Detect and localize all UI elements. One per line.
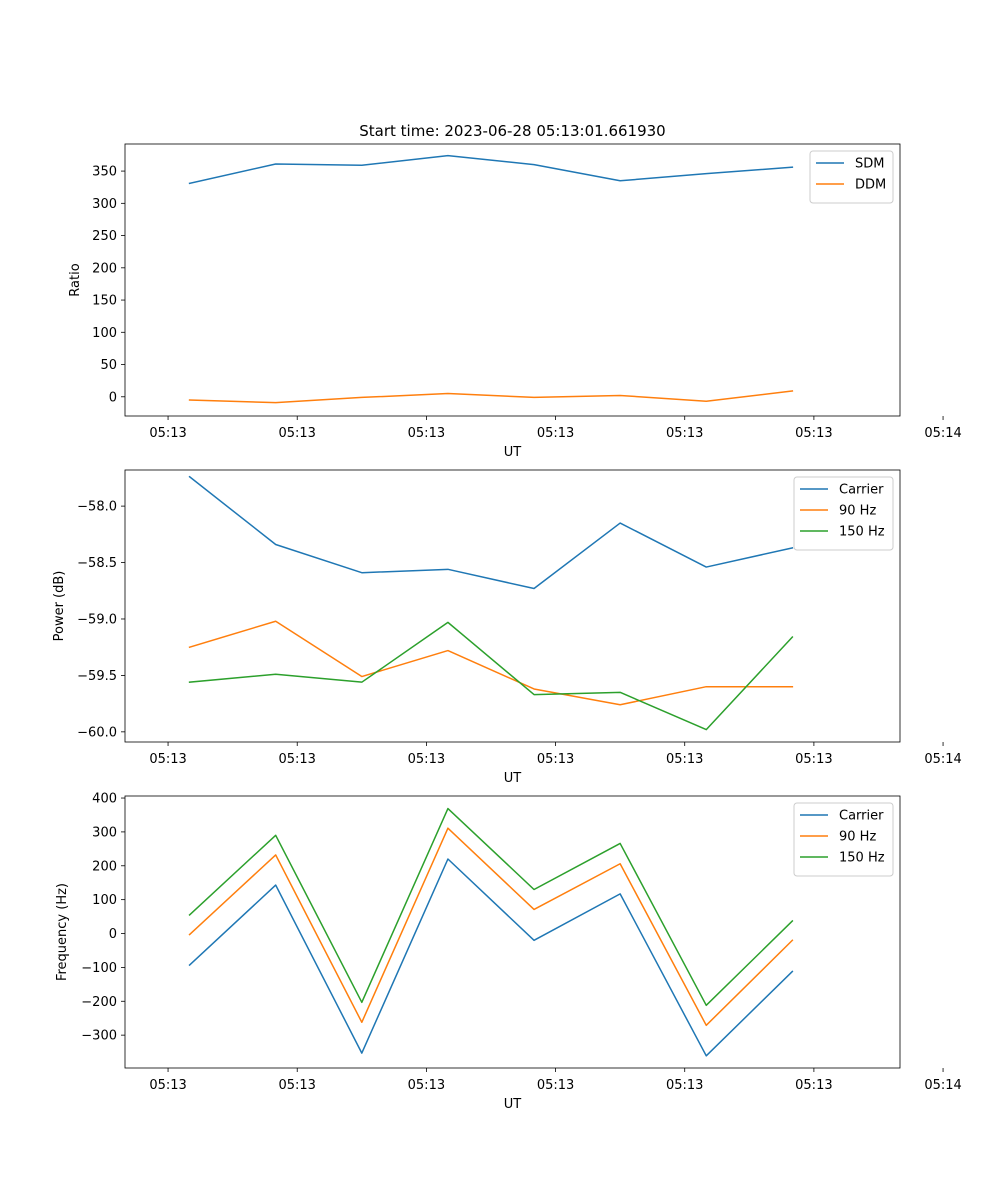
legend-entry: Carrier bbox=[839, 483, 884, 498]
y-axis-label: Ratio bbox=[68, 263, 83, 296]
legend: Carrier 90 Hz 150 Hz bbox=[793, 802, 894, 877]
figure-title: Start time: 2023-06-28 05:13:01.661930 bbox=[359, 122, 665, 140]
series-line-90-hz bbox=[188, 620, 794, 706]
legend-box bbox=[809, 150, 894, 204]
x-axis-label: UT bbox=[504, 445, 522, 460]
y-tick-label: 50 bbox=[100, 358, 117, 373]
legend-entry: 90 Hz bbox=[839, 830, 876, 845]
y-axis-label: Power (dB) bbox=[52, 571, 67, 642]
y-tick-label: 300 bbox=[92, 197, 117, 212]
y-tick-label: −58.5 bbox=[77, 556, 117, 571]
series-line-150-hz bbox=[188, 807, 794, 1007]
legend-entry: 150 Hz bbox=[839, 851, 885, 866]
axes-frame bbox=[124, 143, 901, 417]
x-tick-label: 05:13 bbox=[666, 752, 703, 767]
x-tick-label: 05:13 bbox=[537, 752, 574, 767]
x-tick-label: 05:14 bbox=[924, 426, 961, 441]
y-tick-label: 300 bbox=[92, 825, 117, 840]
series-line-90-hz bbox=[188, 827, 794, 1027]
y-tick-label: 400 bbox=[92, 792, 117, 807]
x-axis-label: UT bbox=[504, 771, 522, 786]
y-tick-label: 200 bbox=[92, 859, 117, 874]
y-tick-label: −59.5 bbox=[77, 669, 117, 684]
y-tick-label: 100 bbox=[92, 893, 117, 908]
chart-panel-2: 05:13 05:13 05:13 05:13 05:13 05:13 05:14 −60.0… bbox=[52, 469, 962, 786]
y-tick-label: 100 bbox=[92, 326, 117, 341]
series-line-sdm bbox=[188, 154, 794, 185]
y-tick-label: −200 bbox=[81, 995, 117, 1010]
x-tick-label: 05:13 bbox=[537, 1078, 574, 1093]
x-tick-label: 05:13 bbox=[278, 426, 315, 441]
y-tick-label: 150 bbox=[92, 294, 117, 309]
series-line-ddm bbox=[188, 390, 794, 404]
legend: Carrier 90 Hz 150 Hz bbox=[793, 476, 894, 551]
x-tick-label: 05:13 bbox=[795, 426, 832, 441]
x-tick-label: 05:13 bbox=[537, 426, 574, 441]
x-tick-label: 05:13 bbox=[408, 426, 445, 441]
y-tick-label: −59.0 bbox=[77, 612, 117, 627]
x-axis-label: UT bbox=[504, 1097, 522, 1112]
series-line-carrier bbox=[188, 475, 794, 590]
legend: SDM DDM bbox=[809, 150, 894, 204]
x-tick-label: 05:13 bbox=[408, 1078, 445, 1093]
x-tick-label: 05:14 bbox=[924, 752, 961, 767]
chart-panel-3: 05:13 05:13 05:13 05:13 05:13 05:13 05:14 −300 −… bbox=[55, 792, 962, 1112]
x-tick-label: 05:13 bbox=[795, 752, 832, 767]
x-tick-label: 05:13 bbox=[278, 752, 315, 767]
series-line-carrier bbox=[188, 858, 794, 1057]
legend-entry: Carrier bbox=[839, 809, 884, 824]
legend-entry: DDM bbox=[855, 178, 886, 193]
y-tick-label: 200 bbox=[92, 261, 117, 276]
x-tick-label: 05:13 bbox=[666, 426, 703, 441]
series-line-150-hz bbox=[188, 621, 794, 731]
chart-panel-1: 05:13 05:13 05:13 05:13 05:13 05:13 05:14 0 50 10… bbox=[68, 143, 962, 460]
y-tick-label: −300 bbox=[81, 1029, 117, 1044]
y-tick-label: −100 bbox=[81, 961, 117, 976]
legend-entry: 90 Hz bbox=[839, 504, 876, 519]
axes-frame bbox=[124, 795, 901, 1069]
legend-entry: SDM bbox=[855, 157, 884, 172]
x-tick-label: 05:13 bbox=[278, 1078, 315, 1093]
y-tick-label: 350 bbox=[92, 165, 117, 180]
x-tick-label: 05:13 bbox=[149, 1078, 186, 1093]
axes-frame bbox=[124, 469, 901, 743]
y-tick-label: 0 bbox=[109, 390, 117, 405]
y-tick-label: −60.0 bbox=[77, 725, 117, 740]
x-tick-label: 05:13 bbox=[666, 1078, 703, 1093]
y-axis-label: Frequency (Hz) bbox=[55, 883, 70, 981]
x-tick-label: 05:13 bbox=[795, 1078, 832, 1093]
legend-entry: 150 Hz bbox=[839, 525, 885, 540]
charts-container: 05:13 05:13 05:13 05:13 05:13 05:13 05:14 0 50 10… bbox=[52, 143, 962, 1112]
x-tick-label: 05:14 bbox=[924, 1078, 961, 1093]
y-tick-label: 250 bbox=[92, 229, 117, 244]
x-tick-label: 05:13 bbox=[149, 752, 186, 767]
x-tick-label: 05:13 bbox=[408, 752, 445, 767]
y-tick-label: −58.0 bbox=[77, 500, 117, 515]
y-tick-label: 0 bbox=[109, 927, 117, 942]
x-tick-label: 05:13 bbox=[149, 426, 186, 441]
